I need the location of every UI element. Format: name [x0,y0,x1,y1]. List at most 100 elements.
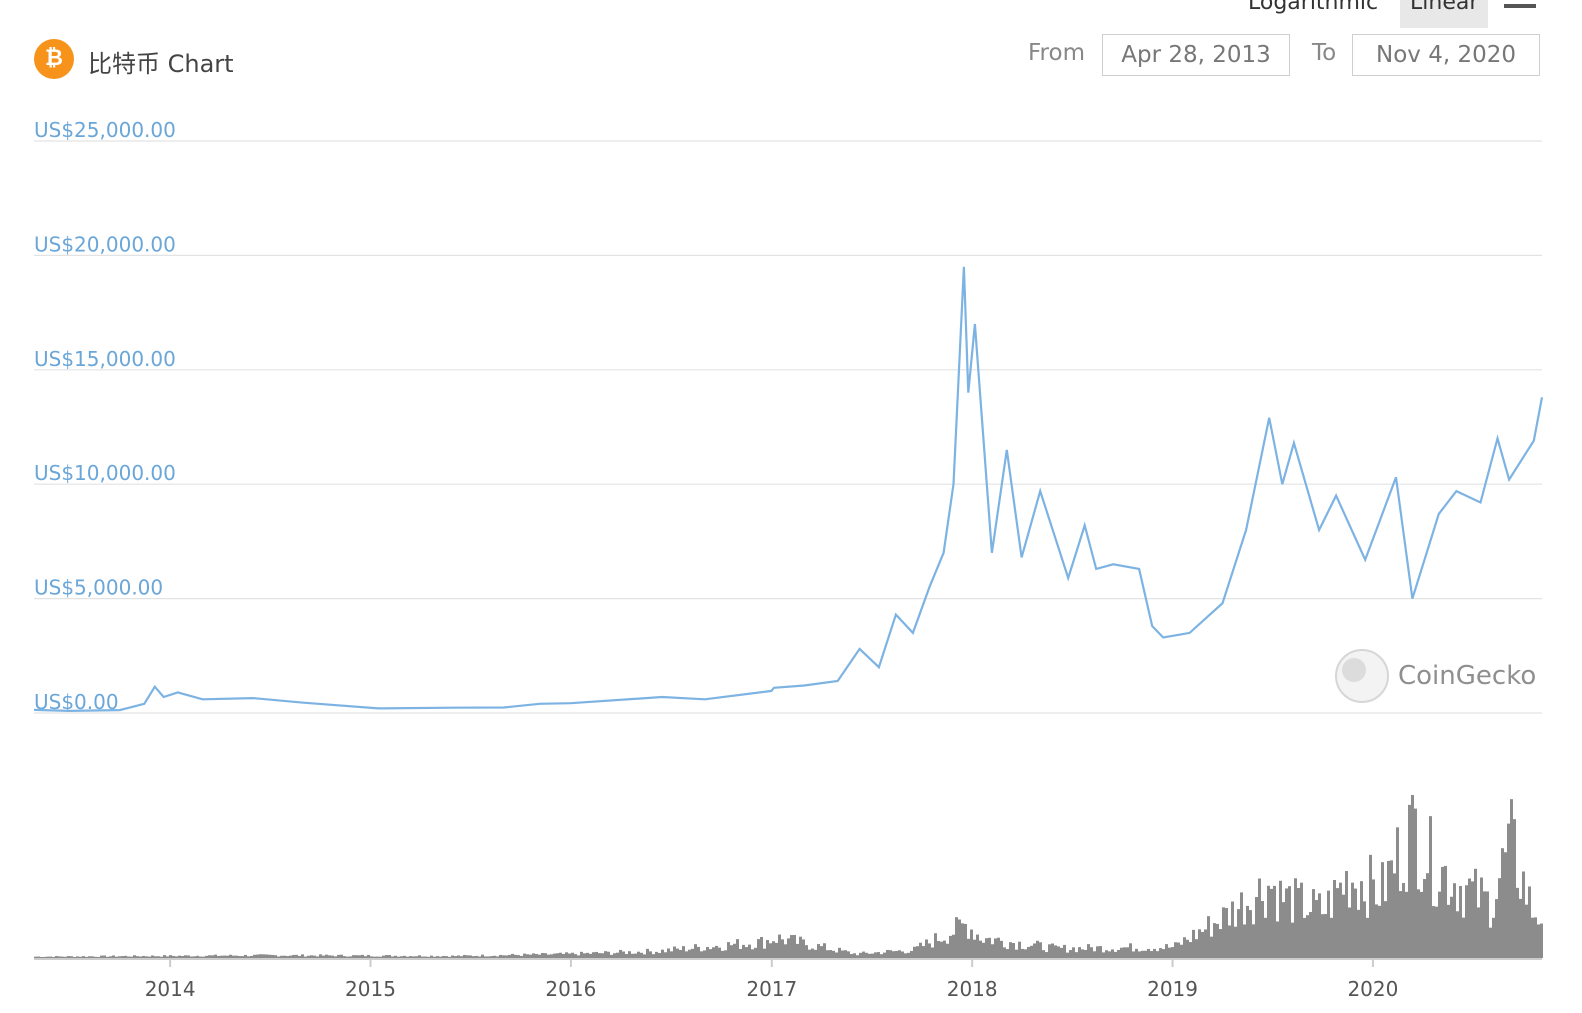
volume-bar [790,935,793,958]
volume-bar [208,955,211,958]
y-axis-ticks: US$0.00US$5,000.00US$10,000.00US$15,000.… [34,118,176,714]
volume-bar [679,949,682,958]
hamburger-icon[interactable] [1504,4,1536,8]
volume-bar [1399,891,1402,958]
volume-bar [796,943,799,958]
volume-bar [1411,795,1414,958]
volume-bar [541,952,544,958]
volume-bar [1093,951,1096,958]
volume-bar [1312,889,1315,958]
volume-bar [787,938,790,958]
y-tick-label: US$5,000.00 [34,576,163,600]
volume-bar [610,954,613,958]
volume-bar [412,956,415,958]
volume-bar [70,956,73,958]
volume-bar [172,955,175,958]
volume-bar [535,954,538,958]
volume-bar [1039,942,1042,958]
chart-header: ₿ 比特币 Chart Logarithmic Linear From Apr … [0,0,1582,100]
volume-bar [382,955,385,958]
volume-bar [1537,924,1540,958]
volume-bar [52,957,55,958]
volume-bar [985,938,988,958]
volume-bar [937,941,940,958]
volume-bar [1474,868,1477,958]
volume-bar [493,955,496,958]
volume-bar [1483,891,1486,958]
volume-bar [241,956,244,958]
volume-bar [712,947,715,958]
volume-bar [73,957,76,958]
from-date-input[interactable]: Apr 28, 2013 [1102,34,1290,76]
volume-bar [640,952,643,958]
to-label: To [1312,40,1337,66]
volume-bar [364,956,367,958]
volume-bar [250,955,253,958]
volume-bar [82,956,85,958]
volume-bar [898,950,901,958]
volume-bar [1420,891,1423,958]
volume-bar [88,956,91,958]
x-tick-label: 2014 [145,977,196,1001]
volume-bar [871,953,874,958]
volume-bar [1492,917,1495,958]
volume-bar [910,951,913,958]
volume-bar [607,951,610,958]
volume-bar [799,936,802,958]
volume-bar [976,934,979,958]
logarithmic-scale-button[interactable]: Logarithmic [1248,0,1379,15]
volume-bar [376,956,379,958]
volume-bar [562,953,565,958]
volume-bar [841,950,844,958]
volume-bar [166,956,169,958]
volume-bar [520,955,523,958]
volume-bar [751,949,754,958]
volume-bar [415,956,418,958]
volume-bar [421,956,424,958]
volume-bar [277,956,280,958]
volume-bar [1072,947,1075,958]
volume-bar [202,956,205,958]
volume-bar [913,946,916,958]
volume-bar [661,949,664,958]
volume-bar [112,955,115,958]
volume-bar [826,950,829,958]
volume-bar [1162,949,1165,958]
volume-bar [1291,922,1294,958]
volume-bar [265,954,268,958]
volume-bar [148,956,151,958]
volume-bar [1105,950,1108,958]
volume-bar [781,939,784,958]
volume-bar [658,952,661,958]
volume-bar [634,953,637,958]
volume-bar [1231,901,1234,958]
volume-bar [892,951,895,958]
volume-bar [439,956,442,958]
volume-bar [1027,946,1030,958]
volume-bar [1126,947,1129,958]
volume-bar [955,917,958,958]
volume-bar [1480,877,1483,958]
volume-bar [1240,892,1243,958]
volume-bar [1471,881,1474,958]
volume-bar [109,956,112,958]
volume-bar [643,954,646,958]
volume-bar [184,955,187,958]
volume-bar [571,952,574,958]
to-date-input[interactable]: Nov 4, 2020 [1352,34,1540,76]
linear-scale-button[interactable]: Linear [1400,0,1489,28]
volume-bar [316,956,319,958]
volume-bar [1189,942,1192,958]
volume-bar [1111,949,1114,958]
volume-bar [1021,948,1024,958]
volume-bar [409,956,412,958]
volume-bar [460,956,463,958]
volume-bar [1228,925,1231,958]
volume-bar [754,947,757,958]
volume-bar [577,955,580,958]
volume-bar [466,955,469,958]
volume-bar [1024,949,1027,958]
volume-bar [1051,943,1054,958]
volume-bar [169,955,172,958]
